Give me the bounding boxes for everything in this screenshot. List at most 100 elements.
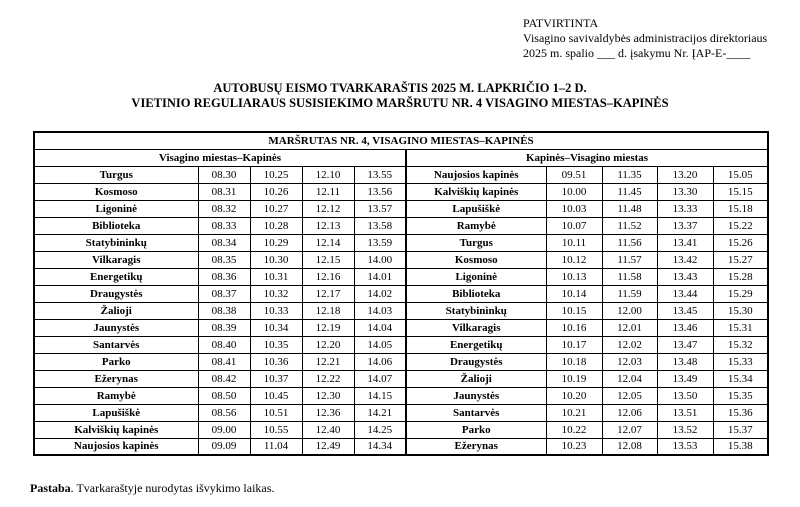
departure-time-cell: 13.42 bbox=[656, 250, 714, 269]
departure-time-cell: 10.35 bbox=[249, 335, 303, 354]
departure-time-cell: 12.19 bbox=[301, 318, 355, 337]
departure-time-cell: 08.50 bbox=[197, 386, 251, 405]
departure-time-cell: 11.48 bbox=[601, 199, 658, 218]
departure-time-cell: 12.49 bbox=[301, 437, 355, 456]
departure-time-cell: 10.45 bbox=[249, 386, 303, 405]
departure-time-cell: 10.51 bbox=[249, 403, 303, 422]
departure-time-cell: 13.56 bbox=[353, 182, 407, 201]
table-row: Statybininkų 08.34 10.29 12.14 13.59 Turgus 10… bbox=[33, 233, 769, 252]
departure-time-cell: 13.45 bbox=[656, 301, 714, 320]
departure-time-cell: 08.33 bbox=[197, 216, 251, 235]
departure-time-cell: 14.03 bbox=[353, 301, 407, 320]
departure-time-cell: 10.03 bbox=[545, 199, 603, 218]
departure-time-cell: 15.27 bbox=[712, 250, 769, 269]
departure-time-cell: 08.36 bbox=[197, 267, 251, 286]
table-row: Biblioteka 08.33 10.28 12.13 13.58 Ramybė 10.0… bbox=[33, 216, 769, 235]
table-row: Parko 08.41 10.36 12.21 14.06 Draugystės 10.18… bbox=[33, 352, 769, 371]
page-title: AUTOBUSŲ EISMO TVARKARAŠTIS 2025 M. LAPK… bbox=[0, 81, 800, 111]
departure-time-cell: 10.32 bbox=[249, 284, 303, 303]
departure-time-cell: 14.15 bbox=[353, 386, 407, 405]
departure-time-cell: 10.07 bbox=[545, 216, 603, 235]
departure-time-cell: 11.57 bbox=[601, 250, 658, 269]
departure-time-cell: 10.14 bbox=[545, 284, 603, 303]
departure-time-cell: 08.32 bbox=[197, 199, 251, 218]
departure-time-cell: 12.02 bbox=[601, 335, 658, 354]
table-row: Jaunystės 08.39 10.34 12.19 14.04 Vilkaragis 1… bbox=[33, 318, 769, 337]
departure-time-cell: 15.18 bbox=[712, 199, 769, 218]
departure-time-cell: 14.00 bbox=[353, 250, 407, 269]
stop-name-cell: Kosmoso bbox=[33, 182, 199, 201]
table-row: Vilkaragis 08.35 10.30 12.15 14.00 Kosmoso 10.… bbox=[33, 250, 769, 269]
stop-name-cell: Statybininkų bbox=[33, 233, 199, 252]
departure-time-cell: 13.55 bbox=[353, 165, 407, 184]
stop-name-cell: Parko bbox=[405, 420, 547, 439]
stop-name-cell: Kalviškių kapinės bbox=[405, 182, 547, 201]
departure-time-cell: 15.36 bbox=[712, 403, 769, 422]
departure-time-cell: 12.03 bbox=[601, 352, 658, 371]
departure-time-cell: 10.31 bbox=[249, 267, 303, 286]
stop-name-cell: Jaunystės bbox=[405, 386, 547, 405]
departure-time-cell: 10.27 bbox=[249, 199, 303, 218]
departure-time-cell: 08.41 bbox=[197, 352, 251, 371]
departure-time-cell: 14.21 bbox=[353, 403, 407, 422]
departure-time-cell: 12.08 bbox=[601, 437, 658, 456]
departure-time-cell: 15.35 bbox=[712, 386, 769, 405]
departure-time-cell: 10.23 bbox=[545, 437, 603, 456]
departure-time-cell: 13.46 bbox=[656, 318, 714, 337]
departure-time-cell: 13.51 bbox=[656, 403, 714, 422]
departure-time-cell: 11.04 bbox=[249, 437, 303, 456]
departure-time-cell: 12.12 bbox=[301, 199, 355, 218]
stop-name-cell: Naujosios kapinės bbox=[33, 437, 199, 456]
departure-time-cell: 10.00 bbox=[545, 182, 603, 201]
departure-time-cell: 15.22 bbox=[712, 216, 769, 235]
table-row: Turgus 08.30 10.25 12.10 13.55 Naujosios kapi… bbox=[33, 165, 769, 184]
departure-time-cell: 12.00 bbox=[601, 301, 658, 320]
departure-time-cell: 10.13 bbox=[545, 267, 603, 286]
departure-time-cell: 15.31 bbox=[712, 318, 769, 337]
departure-time-cell: 14.25 bbox=[353, 420, 407, 439]
route-header: MARŠRUTAS NR. 4, VISAGINO MIESTAS–KAPINĖ… bbox=[33, 131, 769, 150]
direction-left-header: Visagino miestas–Kapinės bbox=[33, 148, 407, 167]
departure-time-cell: 12.04 bbox=[601, 369, 658, 388]
departure-time-cell: 12.16 bbox=[301, 267, 355, 286]
departure-time-cell: 11.56 bbox=[601, 233, 658, 252]
page-title-line-2: VIETINIO REGULIARAUS SUSISIEKIMO MARŠRUT… bbox=[131, 96, 669, 110]
approval-line-3: 2025 m. spalio ___ d. įsakymu Nr. ĮAP-E-… bbox=[523, 46, 751, 60]
departure-time-cell: 15.26 bbox=[712, 233, 769, 252]
table-row: Ligoninė 08.32 10.27 12.12 13.57 Lapušiškė 10.… bbox=[33, 199, 769, 218]
table-row: Lapušiškė 08.56 10.51 12.36 14.21 Santarvės 10… bbox=[33, 403, 769, 422]
stop-name-cell: Draugystės bbox=[33, 284, 199, 303]
departure-time-cell: 12.14 bbox=[301, 233, 355, 252]
departure-time-cell: 08.42 bbox=[197, 369, 251, 388]
table-row: Žalioji 08.38 10.33 12.18 14.03 Statybininkų 1… bbox=[33, 301, 769, 320]
departure-time-cell: 12.18 bbox=[301, 301, 355, 320]
departure-time-cell: 13.43 bbox=[656, 267, 714, 286]
timetable-body: MARŠRUTAS NR. 4, VISAGINO MIESTAS–KAPINĖ… bbox=[33, 131, 769, 456]
departure-time-cell: 15.33 bbox=[712, 352, 769, 371]
stop-name-cell: Lapušiškė bbox=[33, 403, 199, 422]
footnote: Pastaba. Tvarkaraštyje nurodytas išvykim… bbox=[30, 481, 274, 496]
stop-name-cell: Biblioteka bbox=[405, 284, 547, 303]
departure-time-cell: 14.06 bbox=[353, 352, 407, 371]
stop-name-cell: Turgus bbox=[33, 165, 199, 184]
departure-time-cell: 12.21 bbox=[301, 352, 355, 371]
stop-name-cell: Draugystės bbox=[405, 352, 547, 371]
departure-time-cell: 14.34 bbox=[353, 437, 407, 456]
departure-time-cell: 15.34 bbox=[712, 369, 769, 388]
departure-time-cell: 12.06 bbox=[601, 403, 658, 422]
departure-time-cell: 10.22 bbox=[545, 420, 603, 439]
departure-time-cell: 12.22 bbox=[301, 369, 355, 388]
table-row: Naujosios kapinės 09.09 11.04 12.49 14.34 Eže… bbox=[33, 437, 769, 456]
departure-time-cell: 15.29 bbox=[712, 284, 769, 303]
departure-time-cell: 10.21 bbox=[545, 403, 603, 422]
departure-time-cell: 12.30 bbox=[301, 386, 355, 405]
footnote-text: . Tvarkaraštyje nurodytas išvykimo laika… bbox=[70, 481, 275, 495]
departure-time-cell: 12.01 bbox=[601, 318, 658, 337]
departure-time-cell: 15.28 bbox=[712, 267, 769, 286]
departure-time-cell: 14.05 bbox=[353, 335, 407, 354]
stop-name-cell: Energetikų bbox=[405, 335, 547, 354]
departure-time-cell: 09.51 bbox=[545, 165, 603, 184]
departure-time-cell: 12.15 bbox=[301, 250, 355, 269]
departure-time-cell: 12.11 bbox=[301, 182, 355, 201]
departure-time-cell: 11.52 bbox=[601, 216, 658, 235]
